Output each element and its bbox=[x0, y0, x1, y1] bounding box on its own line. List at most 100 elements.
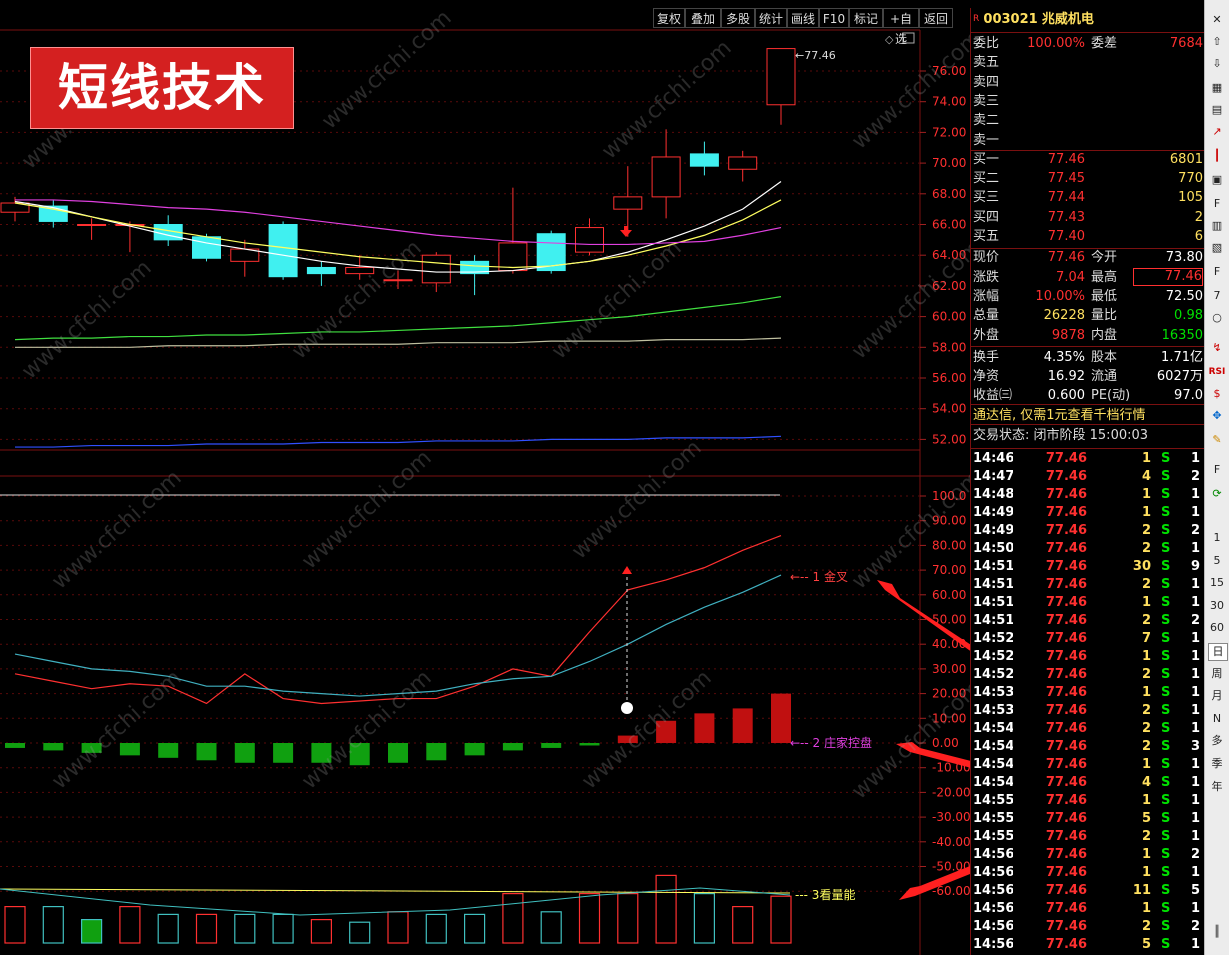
volume-bar bbox=[732, 905, 754, 944]
f10-icon[interactable]: F bbox=[1213, 197, 1221, 210]
quote-value-2: 2 bbox=[1194, 209, 1203, 225]
period-button-3[interactable]: 30 bbox=[1210, 598, 1224, 612]
quote-value: 16.92 bbox=[1047, 369, 1085, 385]
chart-icon[interactable]: ▥ bbox=[1211, 219, 1223, 232]
tick-time: 14:47 bbox=[973, 469, 1013, 484]
f2-icon[interactable]: F bbox=[1213, 265, 1221, 278]
rsi-icon[interactable]: RSI bbox=[1208, 367, 1226, 377]
volume-bar bbox=[4, 905, 26, 944]
period-button-11[interactable]: 年 bbox=[1211, 779, 1223, 793]
indicator-tick-label: 10.00 bbox=[932, 711, 966, 725]
table-icon[interactable]: ▤ bbox=[1211, 103, 1223, 116]
quote-label-2: 委差 bbox=[1091, 36, 1118, 51]
move-icon[interactable]: ✥ bbox=[1212, 409, 1222, 422]
toolbar-button-4[interactable]: 画线 bbox=[787, 8, 819, 28]
circle-icon[interactable]: ○ bbox=[1212, 311, 1222, 324]
arrow-up-icon[interactable]: ⇧ bbox=[1212, 35, 1222, 48]
diamond-icon: ◇ bbox=[885, 33, 894, 46]
toolbar-button-8[interactable]: 返回 bbox=[919, 8, 953, 28]
tick-side: S bbox=[1161, 829, 1171, 844]
trend-icon[interactable]: ↯ bbox=[1212, 341, 1222, 354]
tick-count: 1 bbox=[1191, 541, 1201, 556]
tick-volume: 7 bbox=[1141, 631, 1151, 646]
period-button-8[interactable]: N bbox=[1212, 711, 1222, 725]
period-button-9[interactable]: 多 bbox=[1211, 734, 1223, 748]
kline-chart-svg[interactable]: 76.00 74.00 72.00 70.00 68.00 66.00 64.00 62.00… bbox=[0, 0, 970, 955]
volume-bar bbox=[502, 892, 524, 944]
dollar-icon[interactable]: $ bbox=[1213, 387, 1221, 400]
kline-chart-area[interactable]: 76.00 74.00 72.00 70.00 68.00 66.00 64.00 62.00… bbox=[0, 0, 970, 955]
tick-side: S bbox=[1161, 757, 1171, 772]
quote-row: 买一 77.46 6801 bbox=[973, 150, 1203, 169]
tick-row: 14:47 77.46 4 S 2 bbox=[973, 468, 1203, 486]
close-icon[interactable]: ✕ bbox=[1212, 13, 1222, 26]
quote-value-2: 16350 bbox=[1161, 327, 1203, 343]
tick-time: 14:56 bbox=[973, 883, 1013, 898]
refresh-icon[interactable]: ⟳ bbox=[1212, 487, 1222, 500]
tick-volume: 1 bbox=[1141, 505, 1151, 520]
toolbar-button-7[interactable]: +自选 bbox=[883, 8, 919, 46]
tick-side: S bbox=[1161, 793, 1171, 808]
tick-price: 77.46 bbox=[1045, 469, 1087, 484]
toolbar-button-1[interactable]: 叠加 bbox=[685, 8, 721, 28]
pencil-icon[interactable]: ✎ bbox=[1212, 433, 1222, 446]
quote-label: 卖一 bbox=[973, 132, 1000, 148]
tick-time: 14:54 bbox=[973, 775, 1013, 790]
arrow-down-icon[interactable]: ⇩ bbox=[1212, 57, 1222, 70]
side-toolbar: ✕ ⇧ ⇩ ▦ ▤ ↗ ┃ ▣ F ▥ ▧ F 7 ○ ↯ RSI $ ✥ ✎ … bbox=[1204, 0, 1229, 955]
line-chart-icon[interactable]: ↗ bbox=[1212, 125, 1222, 138]
toolbar-button-0[interactable]: 复权 bbox=[653, 8, 685, 28]
period-button-0[interactable]: 1 bbox=[1213, 531, 1221, 544]
quote-label-2: 今开 bbox=[1091, 250, 1118, 266]
quote-label: 买五 bbox=[973, 229, 1000, 244]
indicator-tick-label: 80.00 bbox=[932, 538, 966, 552]
note-icon[interactable]: ▧ bbox=[1211, 241, 1223, 254]
tick-price: 77.46 bbox=[1045, 937, 1087, 952]
tick-volume: 2 bbox=[1141, 667, 1151, 682]
control-bar bbox=[656, 720, 677, 743]
kline-icon[interactable]: ┃ bbox=[1213, 149, 1221, 162]
control-bar bbox=[426, 743, 447, 761]
period-button-5[interactable]: 日 bbox=[1208, 643, 1228, 661]
tick-row: 14:54 77.46 4 S 1 bbox=[973, 774, 1203, 792]
indicator-tick-label: 100.0 bbox=[932, 489, 966, 503]
tick-volume: 4 bbox=[1141, 775, 1151, 790]
quote-label: 涨跌 bbox=[973, 269, 1000, 285]
period-button-10[interactable]: 季 bbox=[1211, 757, 1223, 770]
period-button-4[interactable]: 60 bbox=[1210, 621, 1224, 635]
tick-row: 14:56 77.46 2 S 2 bbox=[973, 918, 1203, 936]
toolbar-button-6[interactable]: 标记 bbox=[849, 8, 883, 28]
scrollbar-handle-icon[interactable]: ║ bbox=[1213, 925, 1221, 938]
control-bar bbox=[388, 743, 408, 763]
promo-link[interactable]: 通达信, 仅需1元查看千档行情 bbox=[973, 408, 1146, 423]
period-button-7[interactable]: 月 bbox=[1211, 689, 1223, 703]
tick-volume: 1 bbox=[1141, 487, 1151, 502]
tick-count: 1 bbox=[1191, 685, 1201, 700]
tick-volume: 2 bbox=[1141, 919, 1151, 934]
quote-value: 77.45 bbox=[1047, 171, 1085, 187]
toolbar-button-5[interactable]: F10 bbox=[819, 8, 849, 28]
toolbar-button-2[interactable]: 多股 bbox=[721, 8, 755, 28]
tick-time: 14:51 bbox=[973, 613, 1013, 628]
period-button-6[interactable]: 周 bbox=[1211, 666, 1223, 680]
price-tick-label: 72.00 bbox=[932, 125, 966, 139]
toolbar-button-3[interactable]: 统计 bbox=[755, 8, 787, 28]
tick-row: 14:52 77.46 2 S 1 bbox=[973, 666, 1203, 684]
control-bar bbox=[234, 743, 255, 763]
panel-divider bbox=[971, 32, 1205, 33]
f5-icon[interactable]: F bbox=[1213, 463, 1221, 476]
f7-icon[interactable]: 7 bbox=[1213, 289, 1221, 302]
quote-label: 涨幅 bbox=[973, 288, 1000, 304]
tick-time: 14:54 bbox=[973, 757, 1013, 772]
signal-rocket-icon bbox=[621, 702, 633, 714]
doc-icon[interactable]: ▣ bbox=[1211, 173, 1223, 186]
grid-icon[interactable]: ▦ bbox=[1211, 81, 1223, 94]
tick-side: S bbox=[1161, 541, 1171, 556]
volume-bar bbox=[540, 911, 562, 944]
candle-body bbox=[192, 236, 221, 259]
period-button-1[interactable]: 5 bbox=[1213, 553, 1221, 567]
tick-row: 14:54 77.46 1 S 1 bbox=[973, 756, 1203, 774]
period-button-2[interactable]: 15 bbox=[1210, 576, 1224, 590]
quote-value-2: 97.0 bbox=[1174, 388, 1203, 404]
ma-gray-line bbox=[15, 337, 782, 348]
